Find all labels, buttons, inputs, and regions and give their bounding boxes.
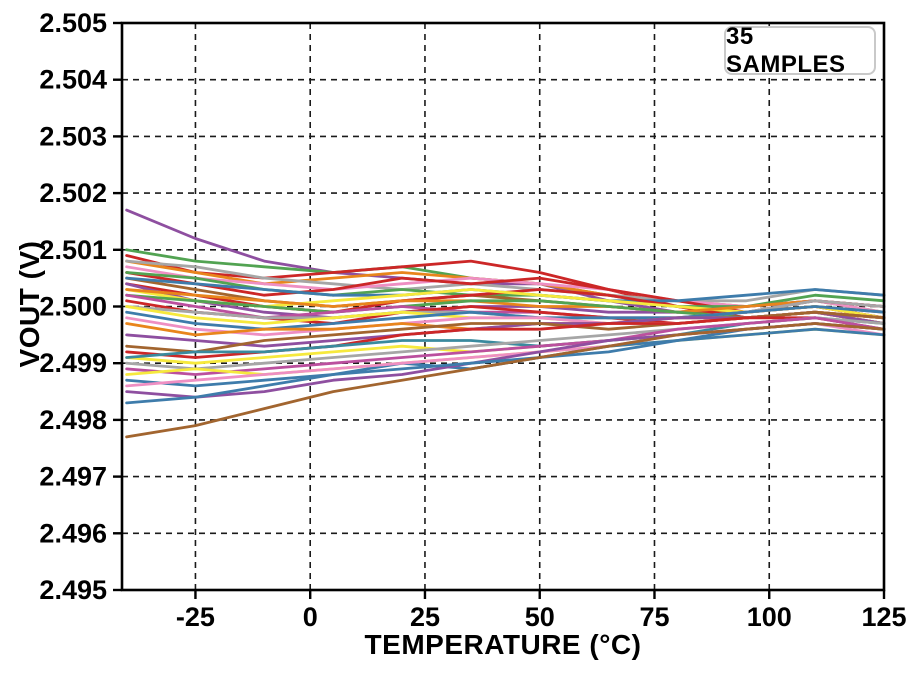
- x-tick-label: 75: [639, 602, 669, 632]
- y-tick-label: 2.503: [39, 121, 107, 151]
- x-tick-label: 25: [410, 602, 440, 632]
- y-axis-label: VOUT (V): [14, 240, 45, 368]
- series-sample-29: [125, 316, 886, 376]
- y-tick-label: 2.502: [39, 178, 107, 208]
- y-tick-label: 2.501: [39, 235, 107, 265]
- x-tick-label: 125: [861, 602, 906, 632]
- legend-label: 35 SAMPLES: [726, 22, 846, 78]
- x-tick-label: -25: [176, 602, 215, 632]
- y-tick-label: 2.499: [39, 348, 107, 378]
- y-tick-label: 2.498: [39, 405, 107, 435]
- x-axis-label: TEMPERATURE (°C): [364, 629, 642, 660]
- y-tick-label: 2.495: [39, 575, 107, 605]
- series-sample-05: [125, 259, 886, 303]
- series-sample-14: [125, 288, 886, 314]
- series-sample-34: [125, 327, 886, 405]
- y-tick-label: 2.505: [39, 8, 107, 38]
- y-tick-label: 2.504: [39, 65, 107, 95]
- x-tick-label: 50: [525, 602, 555, 632]
- y-tick-label: 2.496: [39, 518, 107, 548]
- y-tick-label: 2.497: [39, 462, 107, 492]
- series-sample-35: [125, 322, 886, 439]
- series-sample-20: [125, 305, 886, 331]
- legend-box: 35 SAMPLES: [724, 23, 876, 78]
- x-tick-label: 100: [747, 602, 792, 632]
- x-tick-label: 0: [303, 602, 318, 632]
- y-tick-label: 2.500: [39, 292, 107, 322]
